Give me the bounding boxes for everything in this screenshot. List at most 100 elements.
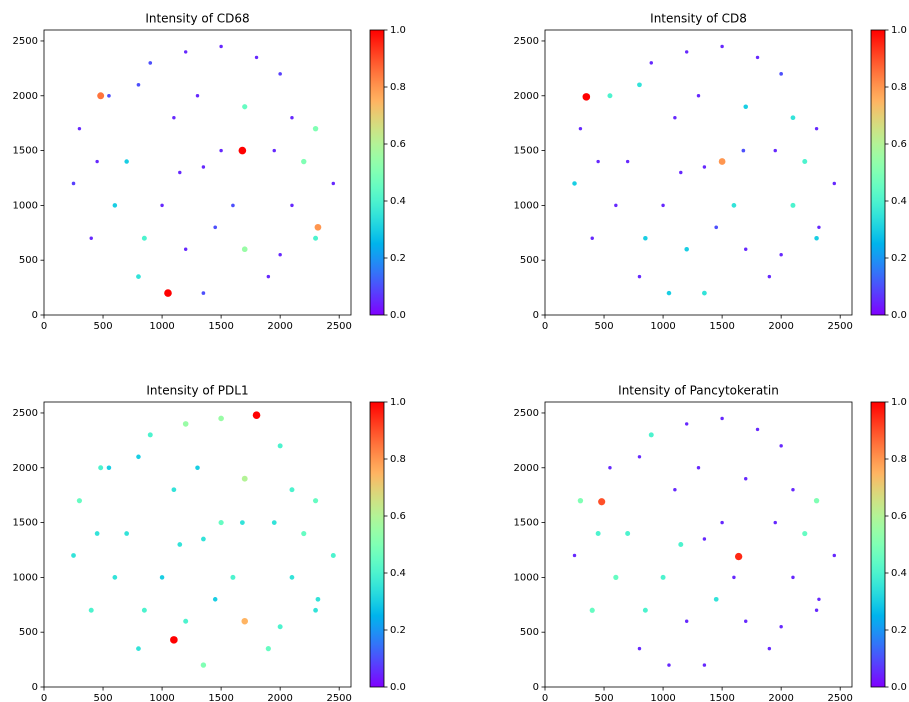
- colorbar: [369, 29, 385, 316]
- y-tick-label: 2500: [13, 36, 38, 47]
- point: [89, 236, 93, 240]
- y-tick-label: 2500: [514, 36, 539, 47]
- point: [183, 50, 188, 54]
- point: [714, 225, 719, 230]
- point: [147, 432, 153, 438]
- point: [667, 663, 671, 667]
- y-tick-label: 1500: [13, 146, 38, 157]
- point: [77, 126, 82, 131]
- x-tick-label: 2500: [326, 693, 351, 702]
- point: [242, 104, 248, 110]
- x-tick-label: 2500: [326, 321, 351, 332]
- point: [637, 455, 642, 459]
- point: [684, 50, 689, 54]
- y-tick-label: 1500: [514, 518, 539, 529]
- point: [767, 274, 772, 279]
- y-tick-label: 500: [19, 627, 38, 638]
- point: [271, 520, 277, 525]
- point: [182, 421, 189, 427]
- point: [578, 126, 583, 131]
- point: [290, 115, 294, 120]
- point: [720, 520, 724, 525]
- x-tick-label: 2500: [827, 693, 852, 702]
- colorbar-tick-label: 0.6: [891, 511, 907, 522]
- x-tick-label: 2000: [768, 693, 793, 702]
- y-tick-label: 0: [533, 310, 539, 321]
- point: [201, 536, 206, 542]
- point: [802, 159, 808, 165]
- x-tick-label: 1500: [709, 321, 734, 332]
- x-tick-label: 1000: [650, 321, 675, 332]
- point: [290, 203, 294, 208]
- point: [744, 619, 748, 623]
- chart-title: Intensity of PDL1: [146, 384, 248, 398]
- plot-points: [572, 416, 836, 667]
- point: [637, 82, 642, 88]
- point: [124, 531, 130, 536]
- point: [755, 427, 760, 432]
- point: [817, 597, 821, 602]
- point: [219, 148, 223, 153]
- point: [613, 574, 619, 580]
- point: [201, 165, 206, 169]
- x-tick-label: 500: [93, 321, 112, 332]
- point: [254, 55, 259, 60]
- point: [649, 61, 653, 65]
- point: [614, 203, 618, 208]
- point: [289, 487, 295, 493]
- colorbar-tick-label: 0.6: [891, 139, 907, 150]
- point: [596, 159, 600, 164]
- x-tick-label: 2000: [768, 321, 793, 332]
- point: [673, 487, 677, 492]
- y-tick-label: 1500: [13, 518, 38, 529]
- point: [312, 125, 319, 132]
- point: [643, 236, 648, 241]
- point: [696, 466, 701, 470]
- x-tick-label: 2500: [827, 321, 852, 332]
- point: [218, 519, 224, 526]
- y-tick-label: 500: [520, 627, 539, 638]
- axes-frame: [544, 29, 853, 316]
- point: [661, 203, 665, 208]
- point: [278, 72, 282, 76]
- point: [590, 236, 594, 240]
- x-tick-label: 0: [41, 321, 47, 332]
- point: [241, 475, 248, 482]
- point: [71, 553, 76, 558]
- point: [88, 607, 94, 613]
- point: [608, 466, 612, 470]
- axes-frame: [544, 401, 853, 688]
- point: [625, 531, 631, 537]
- point: [136, 454, 141, 460]
- axes-frame: [43, 29, 352, 316]
- point: [832, 553, 836, 558]
- chart-title: Intensity of Pancytokeratin: [618, 384, 779, 398]
- point: [702, 537, 707, 541]
- point: [231, 203, 235, 208]
- point: [241, 617, 248, 625]
- point: [598, 498, 606, 506]
- y-tick-label: 1000: [13, 572, 38, 583]
- point: [71, 181, 76, 186]
- point: [252, 411, 261, 419]
- point: [183, 618, 189, 624]
- axes-frame: [43, 401, 352, 688]
- y-tick-label: 2500: [13, 408, 38, 419]
- chart-title: Intensity of CD68: [145, 12, 249, 26]
- point: [195, 94, 200, 98]
- point: [791, 575, 795, 580]
- point: [107, 93, 111, 98]
- colorbar-tick-label: 0.0: [390, 682, 406, 693]
- point: [790, 202, 796, 208]
- point: [684, 422, 689, 426]
- point: [779, 253, 783, 257]
- point: [595, 531, 601, 537]
- point: [732, 575, 736, 580]
- point: [755, 55, 760, 60]
- point: [832, 181, 836, 186]
- point: [98, 465, 104, 471]
- point: [200, 662, 207, 668]
- point: [112, 575, 118, 580]
